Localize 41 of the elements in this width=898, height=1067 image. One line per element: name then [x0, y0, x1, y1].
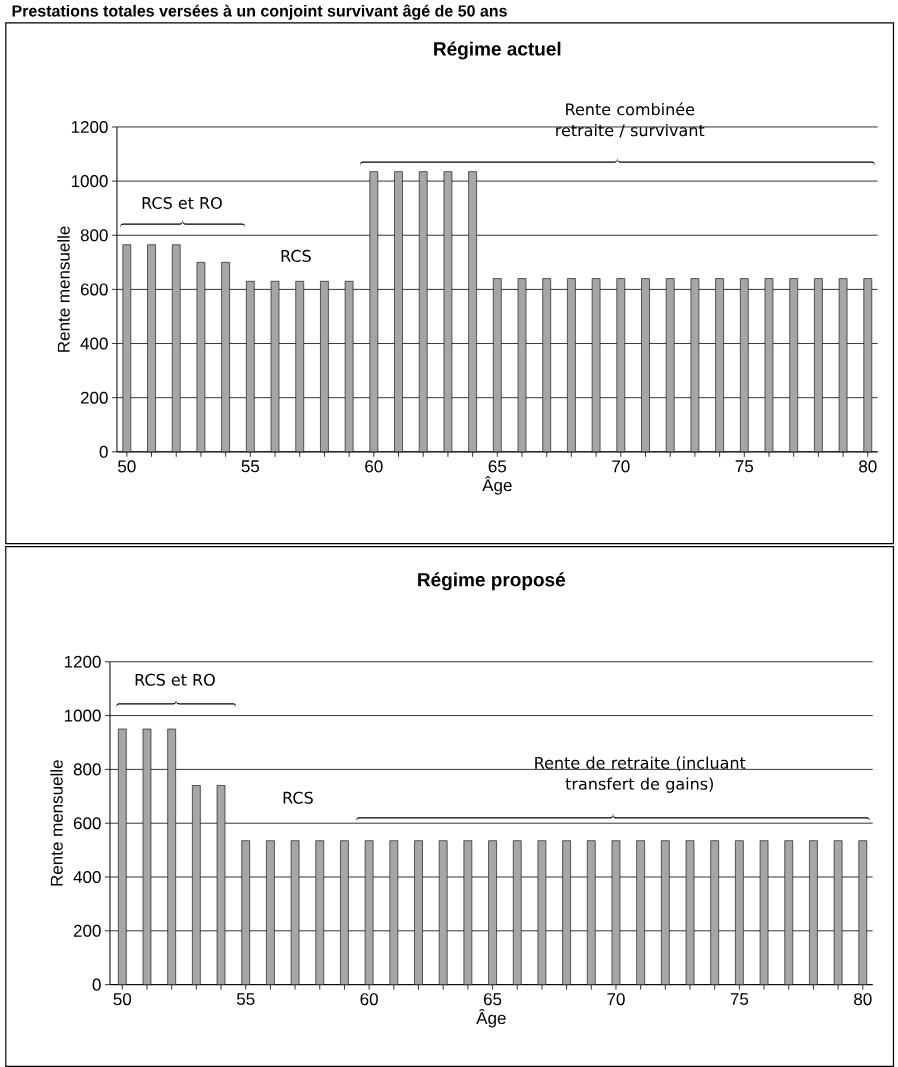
x-tick-label: 65: [488, 460, 507, 473]
x-tick-label: 55: [237, 993, 255, 1006]
y-axis-title: Rente mensuelle: [50, 760, 63, 886]
x-axis-title: Âge: [476, 1009, 506, 1028]
x-tick-label: 75: [735, 460, 754, 473]
annotation: RCS et RO: [135, 673, 216, 686]
y-tick-label: 200: [74, 924, 101, 937]
annotation: RCS: [283, 791, 313, 804]
y-tick-label: 800: [80, 229, 108, 242]
x-tick-label: 70: [612, 460, 630, 473]
x-tick-label: 80: [859, 460, 877, 473]
annotation: Rente de retraite (incluant transfert de gains): [535, 756, 746, 793]
x-tick-label: 55: [241, 460, 260, 473]
x-tick-label: 65: [484, 993, 502, 1006]
y-tick-label: 1000: [65, 709, 101, 722]
y-tick-label: 1200: [72, 120, 108, 133]
x-tick-label: 60: [365, 460, 383, 473]
x-tick-label: 75: [730, 993, 749, 1006]
y-axis-title: Rente mensuelle: [57, 226, 70, 352]
annotation: Rente combinée retraite / survivant: [556, 102, 705, 138]
y-tick-label: 600: [81, 283, 108, 296]
annotation: RCS: [281, 249, 311, 262]
y-tick-label: 800: [73, 763, 101, 776]
x-tick-label: 60: [360, 993, 379, 1006]
y-tick-label: 1000: [72, 175, 108, 188]
annotation: RCS et RO: [142, 196, 222, 209]
x-tick-label: 50: [118, 460, 136, 473]
y-tick-label: 0: [99, 445, 108, 458]
chart-title: Régime proposé: [418, 572, 566, 591]
y-tick-label: 600: [74, 817, 101, 830]
y-tick-label: 1200: [65, 655, 101, 668]
y-tick-label: 400: [73, 870, 101, 884]
y-tick-label: 400: [80, 337, 108, 350]
x-tick-label: 70: [607, 993, 625, 1006]
y-tick-label: 200: [81, 391, 108, 404]
x-axis-title: Âge: [482, 476, 512, 495]
x-tick-label: 80: [854, 993, 872, 1006]
y-tick-label: 0: [92, 978, 101, 991]
text: Prestations totales versées à un conjoint survivant âgé de 50 ans: [12, 4, 508, 20]
chart-title: Régime actuel: [434, 41, 561, 60]
x-tick-label: 50: [113, 993, 132, 1006]
